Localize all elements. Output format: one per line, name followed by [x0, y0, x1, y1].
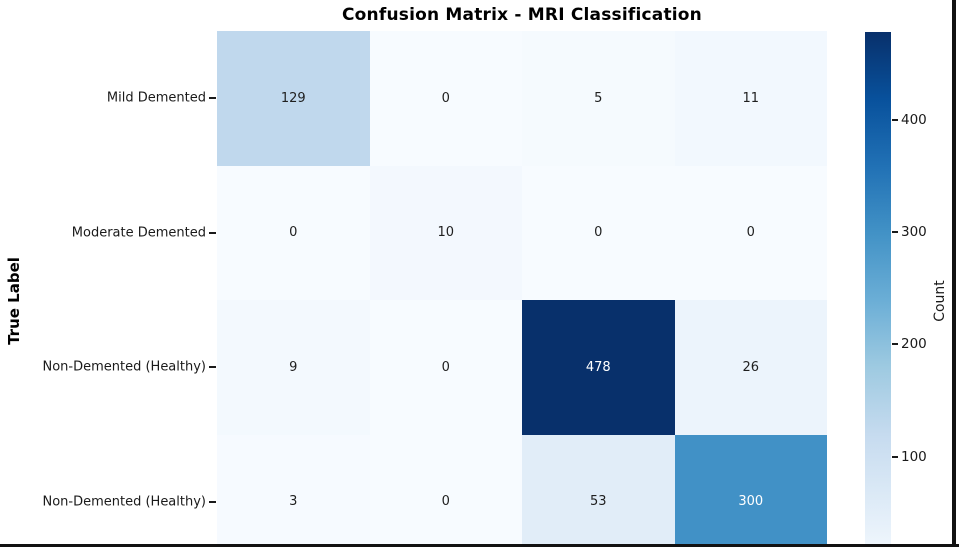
heatmap-cell-r0c0: 129 — [217, 31, 370, 166]
colorbar-tick-mark-3 — [892, 118, 898, 121]
chart-title: Confusion Matrix - MRI Classification — [342, 5, 702, 25]
heatmap-cell-r1c1: 10 — [369, 165, 522, 300]
colorbar-label: Count — [932, 280, 948, 322]
colorbar-tick-label-1: 200 — [901, 336, 927, 353]
y-axis-label: True Label — [5, 257, 23, 345]
y-tick-mark-0 — [209, 97, 216, 100]
y-tick-mark-3 — [209, 500, 216, 503]
heatmap-cell-r0c2: 5 — [522, 31, 675, 166]
y-tick-label-1: Moderate Demented — [71, 225, 206, 241]
colorbar-tick-mark-2 — [892, 230, 898, 233]
heatmap-cell-r1c2: 0 — [522, 165, 675, 300]
heatmap-cell-r3c0: 3 — [217, 434, 370, 547]
colorbar-tick-label-0: 100 — [901, 448, 927, 465]
window-border-bottom — [0, 544, 959, 547]
y-tick-label-3: Non-Demented (Healthy) — [42, 494, 206, 510]
y-tick-label-2: Non-Demented (Healthy) — [42, 359, 206, 375]
colorbar-tick-mark-0 — [892, 455, 898, 458]
heatmap-cell-r3c2: 53 — [522, 434, 675, 547]
heatmap-cell-r1c0: 0 — [217, 165, 370, 300]
heatmap-cell-r2c1: 0 — [369, 300, 522, 435]
heatmap-cell-r1c3: 0 — [674, 165, 827, 300]
heatmap-cell-r0c1: 0 — [369, 31, 522, 166]
colorbar — [865, 32, 891, 547]
colorbar-tick-label-2: 300 — [901, 223, 927, 240]
heatmap-cell-r2c3: 26 — [674, 300, 827, 435]
heatmap: 129 0 5 11 0 10 0 0 9 0 478 26 3 0 53 300 — [217, 31, 827, 547]
y-tick-label-0: Mild Demented — [106, 90, 206, 106]
heatmap-cell-r3c1: 0 — [369, 434, 522, 547]
heatmap-cell-r3c3: 300 — [674, 434, 827, 547]
heatmap-cell-r2c0: 9 — [217, 300, 370, 435]
window-border-right — [952, 0, 956, 547]
colorbar-tick-mark-1 — [892, 343, 898, 346]
y-tick-mark-2 — [209, 366, 216, 369]
heatmap-cell-r2c2: 478 — [522, 300, 675, 435]
heatmap-cell-r0c3: 11 — [674, 31, 827, 166]
y-tick-mark-1 — [209, 231, 216, 234]
colorbar-tick-label-3: 400 — [901, 111, 927, 128]
